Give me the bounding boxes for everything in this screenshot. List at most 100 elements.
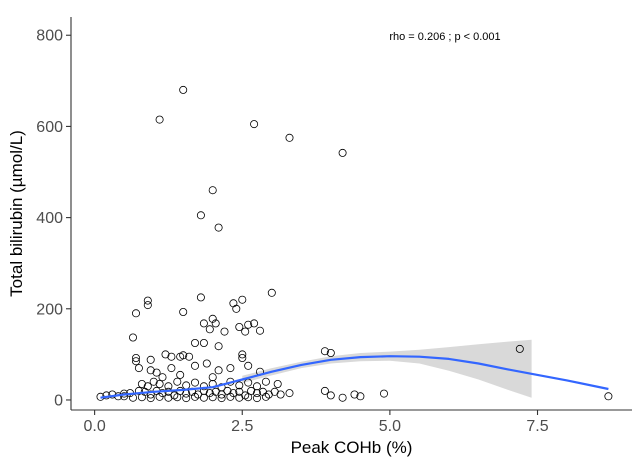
data-point	[238, 353, 247, 362]
data-point	[182, 381, 191, 390]
data-point	[244, 393, 253, 402]
data-point	[252, 394, 261, 403]
data-point	[356, 392, 365, 401]
data-point	[199, 338, 208, 347]
data-point	[214, 366, 223, 375]
data-point	[208, 373, 217, 382]
data-point	[214, 342, 223, 351]
data-point	[252, 389, 261, 398]
data-point	[238, 350, 247, 359]
data-point	[276, 390, 285, 399]
data-point	[273, 379, 282, 388]
data-point	[326, 348, 335, 357]
data-point	[250, 120, 259, 129]
data-point	[261, 392, 270, 401]
data-point	[146, 394, 155, 403]
data-point	[211, 319, 220, 328]
axes-layer: 0 200 400 600 800 0.0 2.5 5.0 7.5	[36, 17, 632, 435]
data-point	[326, 391, 335, 400]
data-point	[146, 366, 155, 375]
y-tick-label: 0	[54, 392, 63, 409]
data-point	[143, 296, 152, 305]
data-point	[235, 381, 244, 390]
confidence-band-layer	[242, 339, 532, 398]
data-point	[267, 288, 276, 297]
data-point	[143, 301, 152, 310]
data-point	[179, 307, 188, 316]
data-point	[379, 389, 388, 398]
data-point	[604, 392, 613, 401]
y-tick-label: 400	[36, 210, 63, 227]
data-point	[134, 386, 143, 395]
data-point	[208, 314, 217, 323]
data-point	[158, 373, 167, 382]
data-point	[196, 211, 205, 220]
data-point	[155, 392, 164, 401]
y-axis-title: Total bilirubin (µmol/L)	[7, 130, 26, 297]
points-layer	[96, 85, 613, 403]
annotation: rho = 0.206 ; p < 0.001	[389, 31, 500, 43]
data-point	[176, 370, 185, 379]
data-point	[134, 364, 143, 373]
data-point	[120, 392, 129, 401]
data-point	[208, 393, 217, 402]
data-point	[205, 325, 214, 334]
data-point	[235, 387, 244, 396]
data-point	[285, 133, 294, 142]
data-point	[261, 377, 270, 386]
data-point	[155, 115, 164, 124]
data-point	[179, 85, 188, 94]
data-point	[199, 382, 208, 391]
data-point	[238, 295, 247, 304]
x-tick-label: 5.0	[379, 418, 401, 435]
data-point	[515, 344, 524, 353]
data-point	[179, 351, 188, 360]
data-point	[161, 350, 170, 359]
data-point	[235, 322, 244, 331]
data-point	[146, 390, 155, 399]
data-point	[202, 359, 211, 368]
data-point	[190, 392, 199, 401]
data-point	[235, 393, 244, 402]
data-point	[208, 186, 217, 195]
data-point	[217, 390, 226, 399]
data-point	[338, 148, 347, 157]
y-tick-label: 800	[36, 28, 63, 45]
data-point	[244, 320, 253, 329]
data-point	[226, 364, 235, 373]
x-tick-label: 2.5	[231, 418, 253, 435]
data-point	[131, 353, 140, 362]
data-point	[244, 361, 253, 370]
data-point	[196, 293, 205, 302]
smooth-line-layer	[100, 355, 609, 399]
data-point	[108, 390, 117, 399]
data-point	[190, 361, 199, 370]
data-point	[229, 299, 238, 308]
data-point	[205, 389, 214, 398]
data-point	[131, 357, 140, 366]
data-point	[137, 379, 146, 388]
data-point	[128, 333, 137, 342]
data-point	[182, 394, 191, 403]
data-point	[164, 393, 173, 402]
data-point	[167, 364, 176, 373]
data-point	[137, 393, 146, 402]
x-tick-label: 7.5	[526, 418, 548, 435]
data-point	[217, 394, 226, 403]
y-tick-label: 200	[36, 301, 63, 318]
data-point	[190, 378, 199, 387]
data-point	[226, 392, 235, 401]
data-point	[185, 352, 194, 361]
data-point	[214, 223, 223, 232]
y-tick-label: 600	[36, 119, 63, 136]
x-tick-label: 0.0	[83, 418, 105, 435]
data-point	[338, 393, 347, 402]
data-point	[173, 393, 182, 402]
data-point	[190, 338, 199, 347]
data-point	[167, 352, 176, 361]
data-point	[250, 319, 259, 328]
data-point	[155, 379, 164, 388]
x-axis-title: Peak COHb (%)	[291, 438, 413, 457]
